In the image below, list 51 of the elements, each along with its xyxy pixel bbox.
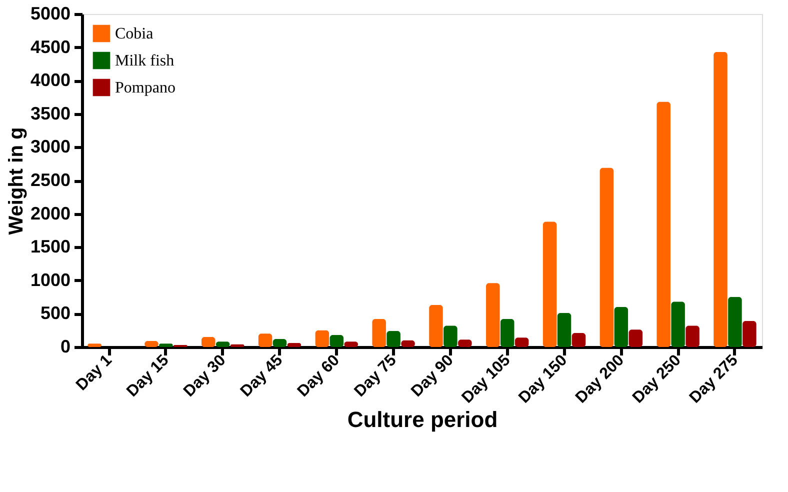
y-tick-label: 500 xyxy=(40,303,70,324)
bar xyxy=(386,331,400,347)
x-tick-label: Day 200 xyxy=(572,352,628,407)
legend-label: Milk fish xyxy=(115,52,174,70)
x-tick-label: Day 30 xyxy=(180,352,230,400)
y-tick-label: 4500 xyxy=(30,36,70,57)
x-tick-label: Day 75 xyxy=(351,352,400,400)
bar xyxy=(628,330,642,347)
bar xyxy=(315,330,330,347)
y-axis-title: Weight in g xyxy=(5,127,28,235)
y-tick-label: 1500 xyxy=(30,236,70,257)
y-tick-label: 4000 xyxy=(30,70,70,90)
y-tick-label: 5000 xyxy=(30,4,70,24)
bar xyxy=(202,337,216,347)
x-tick-label: Day 15 xyxy=(124,352,172,400)
bar xyxy=(600,168,614,347)
bar xyxy=(514,338,529,347)
x-tick-label: Day 250 xyxy=(630,352,684,407)
x-axis-title: Culture period xyxy=(347,406,498,432)
x-tick-label: Day 60 xyxy=(294,352,344,400)
y-tick-label: 3000 xyxy=(30,136,70,157)
bar xyxy=(486,283,500,347)
bar xyxy=(372,319,386,347)
bar xyxy=(614,307,628,347)
legend-label: Cobia xyxy=(115,26,154,42)
bar xyxy=(686,326,700,347)
bar xyxy=(500,319,514,347)
y-tick-label: 0 xyxy=(60,336,70,356)
legend-label: Pompano xyxy=(115,80,176,96)
bar xyxy=(258,334,272,347)
bar xyxy=(728,297,742,347)
bar xyxy=(742,321,756,347)
bar xyxy=(714,52,728,347)
bar xyxy=(429,305,443,347)
x-tick-label: Day 105 xyxy=(458,352,514,407)
y-tick-label: 3500 xyxy=(30,103,70,124)
x-tick-label: Day 1 xyxy=(73,352,116,394)
bar xyxy=(671,302,685,347)
y-tick-label: 1000 xyxy=(30,270,70,290)
x-tick-label: Day 275 xyxy=(686,352,742,407)
bar xyxy=(572,333,586,347)
y-tick-label: 2500 xyxy=(30,170,70,190)
bar xyxy=(557,313,572,347)
bar xyxy=(444,326,458,347)
bar xyxy=(542,222,557,347)
x-tick-label: Day 150 xyxy=(516,352,571,407)
x-tick-label: Day 45 xyxy=(238,352,286,400)
bar xyxy=(330,335,344,347)
bar xyxy=(656,102,670,347)
y-tick-label: 2000 xyxy=(30,203,70,224)
x-tick-label: Day 90 xyxy=(408,352,457,400)
